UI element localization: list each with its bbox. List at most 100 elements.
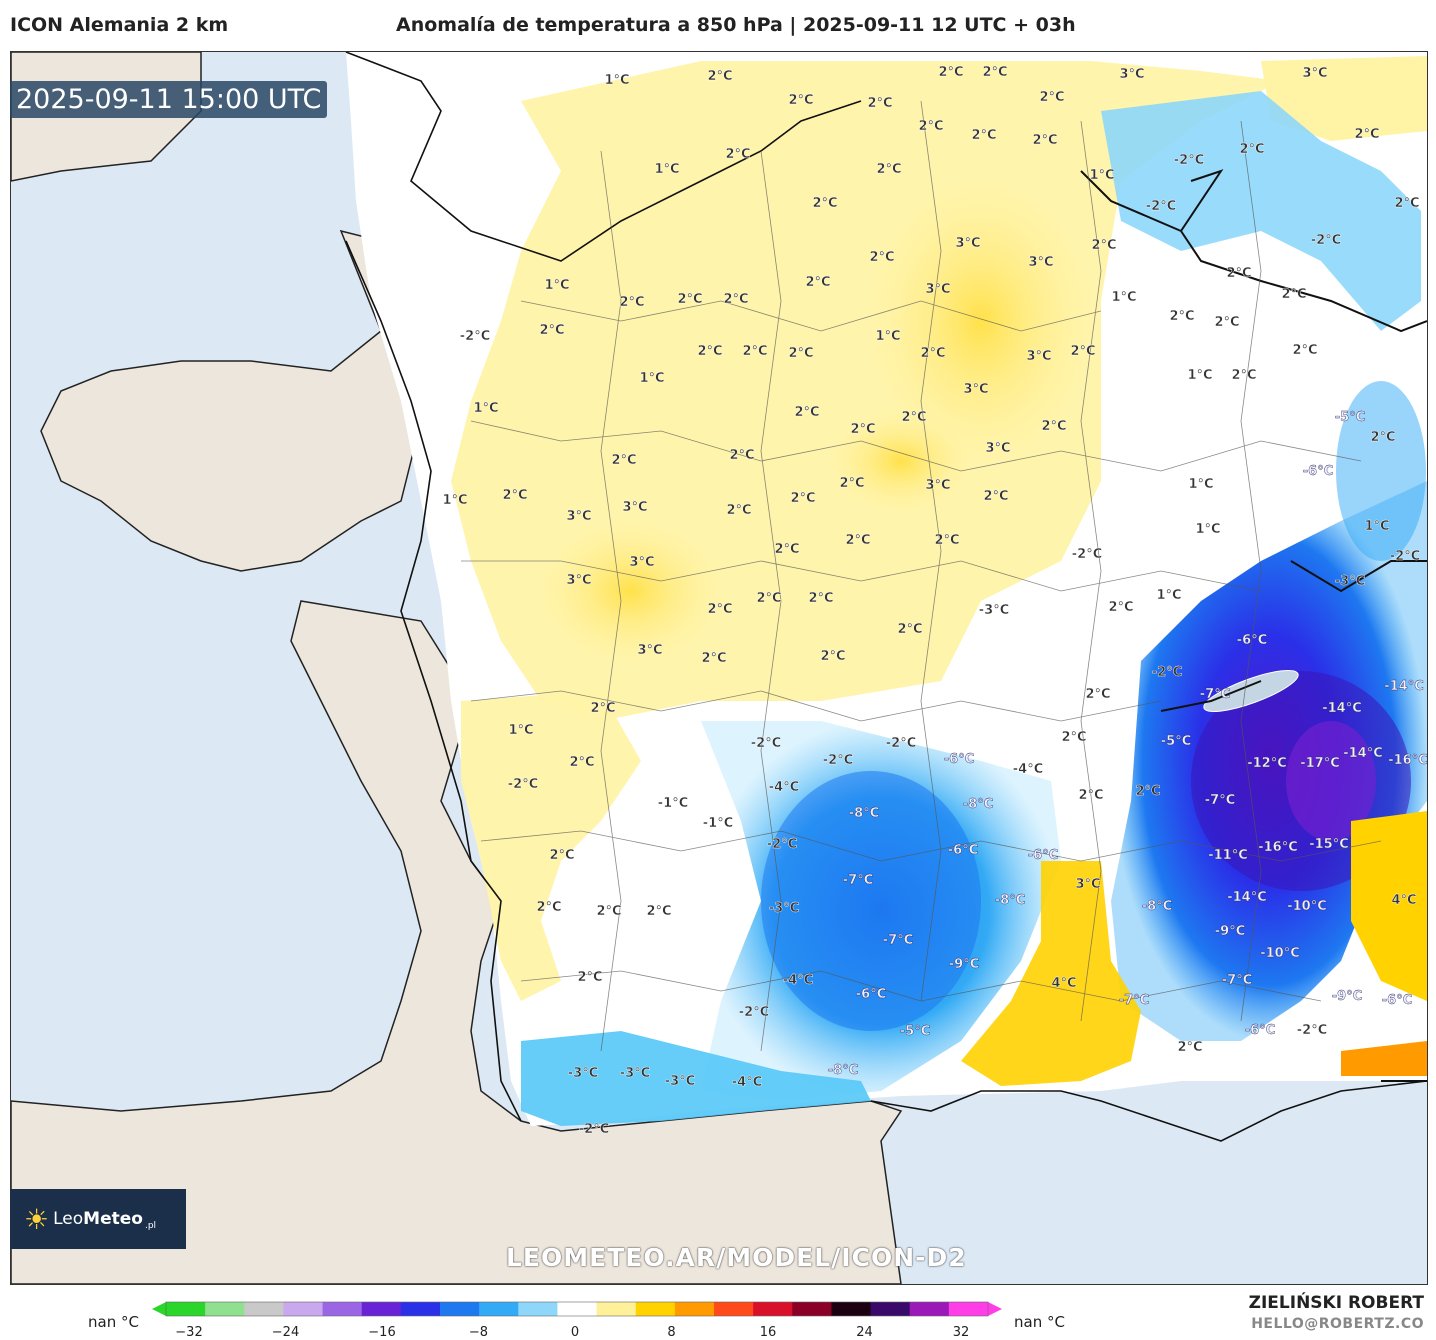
colorbar-tick-label: 32 <box>952 1325 970 1340</box>
temperature-label: -2°C <box>460 329 490 344</box>
temperature-label: -6°C <box>856 987 886 1002</box>
temperature-label: 3°C <box>925 478 950 493</box>
temperature-label: -6°C <box>1237 633 1267 648</box>
temperature-label: 1°C <box>1089 168 1114 183</box>
temperature-label: 3°C <box>566 509 591 524</box>
source-watermark: LEOMETEO.AR/MODEL/ICON-D2 <box>506 1243 967 1272</box>
border-lines <box>1080 169 1427 1082</box>
temperature-label: 1°C <box>654 162 679 177</box>
logo-suffix: .pl <box>144 1221 157 1231</box>
temperature-label: 2°C <box>1226 266 1251 281</box>
colorbar-nan-left: nan °C <box>88 1313 139 1331</box>
temperature-label: -12°C <box>1247 756 1287 771</box>
temperature-label: -2°C <box>508 777 538 792</box>
temperature-label: -3°C <box>979 603 1009 618</box>
temperature-label: -14°C <box>1384 679 1424 694</box>
warm-anomaly-provence <box>1351 811 1427 1001</box>
temperature-label: 3°C <box>1119 67 1144 82</box>
colorbar-segment <box>831 1302 872 1316</box>
temperature-label: 2°C <box>577 970 602 985</box>
temperature-label: 1°C <box>442 493 467 508</box>
temperature-label: -14°C <box>1227 890 1267 905</box>
warm-anomaly-northeast <box>1261 56 1427 141</box>
temperature-label: -2°C <box>823 753 853 768</box>
temperature-label: 2°C <box>790 491 815 506</box>
temperature-label: 1°C <box>1156 588 1181 603</box>
temperature-label: 1°C <box>1188 477 1213 492</box>
temperature-label: -2°C <box>1390 549 1420 564</box>
temperature-label: -16°C <box>1388 753 1427 768</box>
temperature-label: 2°C <box>839 476 864 491</box>
colorbar-segment <box>909 1302 950 1316</box>
colorbar-max-arrow <box>988 1302 1002 1316</box>
temperature-label: -8°C <box>995 893 1025 908</box>
cold-anomaly-pyrenees <box>521 1031 871 1126</box>
temperature-label: 3°C <box>963 382 988 397</box>
temperature-anomaly-map: 1°C 2°C 2°C 2°C 3°C 3°C 2°C 2°C 2°C 2°C 2°C 2°C 2°C 2… <box>10 51 1428 1285</box>
temperature-label: 2°C <box>788 93 813 108</box>
temperature-label: 2°C <box>677 292 702 307</box>
temperature-label: 2°C <box>590 701 615 716</box>
chart-title: Anomalía de temperatura a 850 hPa | 2025… <box>396 14 1076 36</box>
colorbar <box>152 1301 1002 1317</box>
temperature-label: 2°C <box>726 503 751 518</box>
temperature-label: 2°C <box>1085 687 1110 702</box>
temperature-label: 2°C <box>729 448 754 463</box>
temperature-label: -2°C <box>739 1005 769 1020</box>
temperature-label: 3°C <box>1026 349 1051 364</box>
warm-anomaly-southwest <box>461 691 641 1001</box>
valid-time-badge: 2025-09-11 15:00 UTC <box>10 81 328 118</box>
temperature-label: -2°C <box>1311 233 1341 248</box>
colorbar-tick-label: −32 <box>175 1325 203 1340</box>
warm-anomaly-rhone <box>961 861 1141 1086</box>
temperature-label: 2°C <box>808 591 833 606</box>
colorbar-segment <box>205 1302 245 1316</box>
temperature-label: 2°C <box>569 755 594 770</box>
temperature-label: 1°C <box>544 278 569 293</box>
colorbar-tick-label: 8 <box>667 1325 676 1340</box>
temperature-label: 2°C <box>876 162 901 177</box>
temperature-label: 2°C <box>901 410 926 425</box>
colorbar-segment <box>792 1302 832 1316</box>
colorbar-segment <box>753 1302 793 1316</box>
temperature-label: 2°C <box>536 900 561 915</box>
temperature-label: 2°C <box>549 848 574 863</box>
temperature-label: -10°C <box>1287 899 1327 914</box>
temperature-label: -2°C <box>1072 547 1102 562</box>
temperature-label: -1°C <box>703 816 733 831</box>
temperature-label: -2°C <box>751 736 781 751</box>
temperature-label: 2°C <box>788 346 813 361</box>
temperature-label: -1°C <box>658 796 688 811</box>
temperature-label: -7°C <box>883 933 913 948</box>
temperature-label: -2°C <box>886 736 916 751</box>
temperature-label: -3°C <box>665 1074 695 1089</box>
colorbar-tick-label: −24 <box>271 1325 300 1340</box>
temperature-label: -2°C <box>1152 665 1182 680</box>
temperature-label: -7°C <box>1222 973 1252 988</box>
region-boundaries <box>461 100 1382 1052</box>
colorbar-min-arrow <box>152 1302 166 1316</box>
coastline <box>345 52 1427 1142</box>
author-email: HELLO@ROBERTZ.CO <box>1251 1316 1424 1332</box>
model-name: ICON Alemania 2 km <box>10 14 229 36</box>
temperature-label: 2°C <box>774 542 799 557</box>
colorbar-segment <box>948 1302 989 1316</box>
colorbar-tick-label: −16 <box>368 1325 396 1340</box>
temperature-label: 1°C <box>875 329 900 344</box>
colorbar-nan-right: nan °C <box>1014 1313 1065 1331</box>
temperature-label: 2°C <box>742 344 767 359</box>
temperature-label: -2°C <box>767 837 797 852</box>
colorbar-tick-label: 0 <box>570 1325 580 1340</box>
temperature-label: 1°C <box>1111 290 1136 305</box>
temperature-label: 1°C <box>639 371 664 386</box>
temperature-label: 2°C <box>1292 343 1317 358</box>
temperature-label: -5°C <box>1161 734 1191 749</box>
cold-peak-alps <box>1286 721 1376 841</box>
temperature-label: 2°C <box>1108 600 1133 615</box>
cold-anomaly-jura <box>1101 91 1421 331</box>
temperature-label: -9°C <box>949 957 979 972</box>
temperature-label: 4°C <box>1051 976 1076 991</box>
temperature-label: 2°C <box>920 346 945 361</box>
temperature-label: 2°C <box>897 622 922 637</box>
temperature-label: 3°C <box>925 282 950 297</box>
